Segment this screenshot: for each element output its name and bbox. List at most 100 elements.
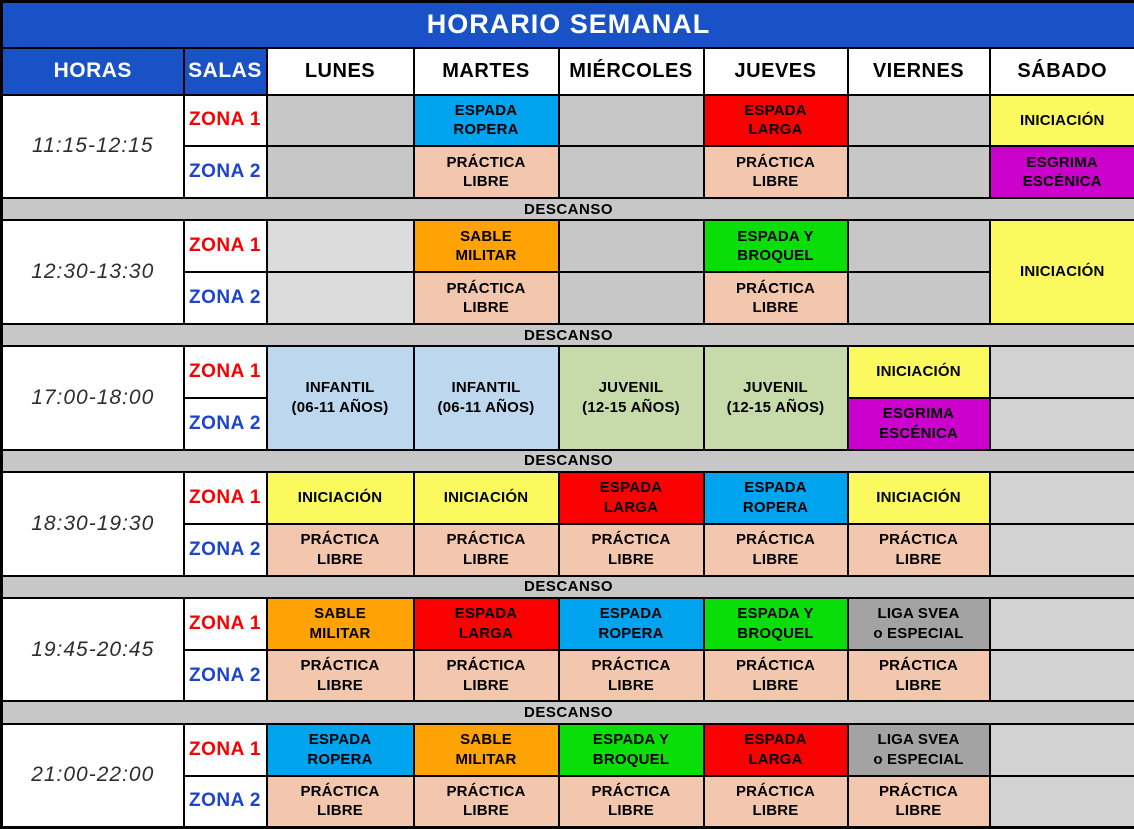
empty-cell (557, 93, 705, 148)
class-cell: PRÁCTICA LIBRE (846, 522, 991, 577)
zone-2-label: ZONA 2 (182, 648, 268, 703)
class-cell: ESPADA Y BROQUEL (702, 596, 849, 651)
zone-2-label: ZONA 2 (182, 774, 268, 829)
column-header-horas: HORAS (0, 46, 185, 96)
zone-1-row: 17:00-18:00 ZONA 1 INFANTIL (06-11 AÑOS) INF… (0, 345, 1134, 451)
class-cell: INICIACIÓN (988, 219, 1134, 325)
zone-2-row: ZONA 2 PRÁCTICA LIBRE PRÁCTICA LIBRE PRÁCTICA… (2, 648, 1134, 703)
time-cell: 21:00-22:00 (0, 722, 185, 829)
class-cell: PRÁCTICA LIBRE (702, 648, 849, 703)
empty-cell (846, 271, 991, 325)
schedule-body: 11:15-12:15 ZONA 1 ESPADA ROPERA ESPADA LARGA… (0, 93, 1134, 829)
class-cell: PRÁCTICA LIBRE (557, 522, 705, 577)
empty-cell (846, 93, 991, 148)
class-cell: ESPADA ROPERA (412, 93, 560, 148)
class-cell: INICIACIÓN (265, 471, 415, 525)
class-cell: SABLE MILITAR (412, 219, 560, 274)
empty-cell (846, 219, 991, 274)
zone-2-row: ZONA 2 PRÁCTICA LIBRE PRÁCTICA LIBRE PRÁCTICA… (2, 774, 1134, 829)
zone-1-row: 21:00-22:00 ZONA 1 ESPADA ROPERA SABLE MILITA… (0, 722, 1134, 829)
zone-1-label: ZONA 1 (182, 596, 268, 651)
zone-1-label: ZONA 1 (182, 219, 268, 274)
empty-cell (988, 774, 1134, 829)
class-cell: ESPADA LARGA (412, 596, 560, 651)
empty-cell (557, 219, 705, 274)
class-cell: PRÁCTICA LIBRE (702, 271, 849, 325)
class-cell: PRÁCTICA LIBRE (412, 648, 560, 703)
empty-cell (265, 93, 415, 148)
zone-1-row: 18:30-19:30 ZONA 1 INICIACIÓN INICIACIÓN ESP… (0, 471, 1134, 577)
class-cell: PRÁCTICA LIBRE (702, 522, 849, 577)
class-cell: PRÁCTICA LIBRE (412, 145, 560, 200)
empty-cell (557, 271, 705, 325)
class-cell: JUVENIL (12-15 AÑOS) (702, 345, 849, 451)
empty-cell (988, 648, 1134, 703)
class-cell: PRÁCTICA LIBRE (412, 271, 560, 325)
descanso-row: DESCANSO (0, 700, 1134, 725)
class-cell: PRÁCTICA LIBRE (265, 522, 415, 577)
empty-cell (988, 471, 1134, 525)
zone-1-label: ZONA 1 (182, 722, 268, 777)
empty-cell (988, 522, 1134, 577)
zone-2-row: ZONA 2 PRÁCTICA LIBRE PRÁCTICA LIBRE (2, 271, 1134, 325)
column-header-miercoles: MIÉRCOLES (557, 46, 705, 96)
class-cell: ESGRIMA ESCÉNICA (846, 396, 991, 451)
descanso-row: DESCANSO (0, 574, 1134, 599)
zone-1-row: 12:30-13:30 ZONA 1 SABLE MILITAR ESPADA Y BRO… (0, 219, 1134, 325)
class-cell: PRÁCTICA LIBRE (846, 774, 991, 829)
class-cell: ESPADA LARGA (702, 93, 849, 148)
descanso-band: DESCANSO (0, 448, 1134, 474)
column-header-salas: SALAS (182, 46, 268, 96)
class-cell: INICIACIÓN (412, 471, 560, 525)
class-cell: SABLE MILITAR (412, 722, 560, 777)
empty-cell (988, 345, 1134, 399)
class-cell: JUVENIL (12-15 AÑOS) (557, 345, 705, 451)
class-cell: ESPADA ROPERA (557, 596, 705, 651)
zone-1-row: 11:15-12:15 ZONA 1 ESPADA ROPERA ESPADA LARGA… (0, 93, 1134, 200)
zone-1-row: 19:45-20:45 ZONA 1 SABLE MILITAR ESPADA LARGA… (0, 596, 1134, 703)
class-cell: ESPADA Y BROQUEL (702, 219, 849, 274)
descanso-band: DESCANSO (0, 322, 1134, 348)
class-cell: ESPADA Y BROQUEL (557, 722, 705, 777)
class-cell: PRÁCTICA LIBRE (265, 774, 415, 829)
page-title: HORARIO SEMANAL (0, 0, 1134, 49)
empty-cell (265, 145, 415, 200)
zone-2-label: ZONA 2 (182, 271, 268, 325)
class-cell: LIGA SVEA o ESPECIAL (846, 596, 991, 651)
column-header-martes: MARTES (412, 46, 560, 96)
class-cell: LIGA SVEA o ESPECIAL (846, 722, 991, 777)
class-cell: INICIACIÓN (846, 471, 991, 525)
class-cell: INICIACIÓN (846, 345, 991, 399)
class-cell: PRÁCTICA LIBRE (412, 774, 560, 829)
zone-2-row: ZONA 2 ESGRIMA ESCÉNICA (2, 396, 1134, 451)
descanso-band: DESCANSO (0, 700, 1134, 725)
column-header-lunes: LUNES (265, 46, 415, 96)
class-cell: SABLE MILITAR (265, 596, 415, 651)
zone-2-label: ZONA 2 (182, 522, 268, 577)
zone-1-label: ZONA 1 (182, 93, 268, 148)
empty-cell (265, 271, 415, 325)
class-cell: INFANTIL (06-11 AÑOS) (265, 345, 415, 451)
class-cell: PRÁCTICA LIBRE (412, 522, 560, 577)
class-cell: PRÁCTICA LIBRE (265, 648, 415, 703)
descanso-row: DESCANSO (0, 322, 1134, 348)
class-cell: PRÁCTICA LIBRE (557, 774, 705, 829)
zone-2-row: ZONA 2 PRÁCTICA LIBRE PRÁCTICA LIBRE ESGRIMA E… (2, 145, 1134, 200)
empty-cell (557, 145, 705, 200)
class-cell: ESPADA ROPERA (702, 471, 849, 525)
descanso-band: DESCANSO (0, 197, 1134, 222)
class-cell: INFANTIL (06-11 AÑOS) (412, 345, 560, 451)
class-cell: ESGRIMA ESCÉNICA (988, 145, 1134, 200)
class-cell: ESPADA LARGA (702, 722, 849, 777)
column-header-viernes: VIERNES (846, 46, 991, 96)
class-cell: ESPADA LARGA (557, 471, 705, 525)
class-cell: PRÁCTICA LIBRE (702, 774, 849, 829)
class-cell: ESPADA ROPERA (265, 722, 415, 777)
empty-cell (988, 722, 1134, 777)
column-header-jueves: JUEVES (702, 46, 849, 96)
zone-2-label: ZONA 2 (182, 396, 268, 451)
column-header-sabado: SÁBADO (988, 46, 1134, 96)
empty-cell (988, 396, 1134, 451)
class-cell: INICIACIÓN (988, 93, 1134, 148)
